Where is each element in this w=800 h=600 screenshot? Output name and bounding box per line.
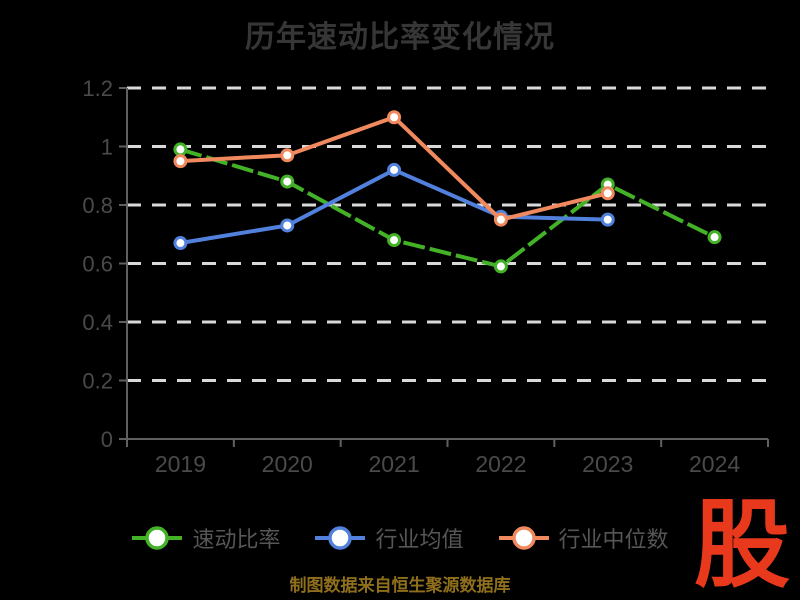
legend-marker-quick-ratio-icon xyxy=(132,526,183,550)
data-point-速动比率 xyxy=(387,233,402,248)
gu-watermark-logo: 股 xyxy=(694,492,790,599)
y-tick-label: 0.8 xyxy=(82,193,113,218)
data-point-行业中位数 xyxy=(173,154,188,169)
y-tick-label: 0.6 xyxy=(82,252,113,277)
data-point-行业中位数 xyxy=(387,110,402,125)
x-tick-label: 2021 xyxy=(368,451,419,477)
data-point-行业均值 xyxy=(280,218,295,233)
legend-label-industry-median: 行业中位数 xyxy=(558,527,669,552)
data-point-速动比率 xyxy=(173,142,188,157)
y-tick-label: 0 xyxy=(101,427,113,452)
x-tick-label: 2019 xyxy=(155,451,206,477)
legend-label-quick-ratio: 速动比率 xyxy=(192,527,281,552)
y-tick-label: 0.4 xyxy=(82,310,113,335)
data-point-速动比率 xyxy=(493,259,508,274)
chart-title: 历年速动比率变化情况 xyxy=(245,21,555,54)
y-tick-label: 0.2 xyxy=(82,369,113,394)
data-point-行业均值 xyxy=(600,212,615,227)
data-point-速动比率 xyxy=(280,174,295,189)
data-point-行业中位数 xyxy=(280,148,295,163)
legend-label-industry-mean: 行业均值 xyxy=(375,527,464,552)
data-point-行业均值 xyxy=(387,162,402,177)
data-point-速动比率 xyxy=(707,230,722,245)
legend-marker-industry-median-icon xyxy=(498,526,549,550)
legend-item-industry-median[interactable]: 行业中位数 xyxy=(498,522,669,554)
legend-item-industry-mean[interactable]: 行业均值 xyxy=(314,522,464,554)
legend: 速动比率 行业均值 行业中位数 xyxy=(0,522,800,554)
data-point-行业均值 xyxy=(173,236,188,251)
y-tick-label: 1 xyxy=(101,135,113,160)
series-line-速动比率 xyxy=(179,147,716,269)
x-tick-label: 2022 xyxy=(475,451,526,477)
data-point-行业中位数 xyxy=(493,212,508,227)
legend-marker-industry-mean-icon xyxy=(315,526,366,550)
data-source-note: 制图数据来自恒生聚源数据库 xyxy=(289,576,511,595)
x-tick-label: 2023 xyxy=(582,451,633,477)
data-point-行业中位数 xyxy=(600,186,615,201)
legend-item-quick-ratio[interactable]: 速动比率 xyxy=(131,522,280,554)
y-tick-label: 1.2 xyxy=(82,76,113,101)
x-tick-label: 2024 xyxy=(689,451,740,477)
x-tick-label: 2020 xyxy=(262,451,313,477)
